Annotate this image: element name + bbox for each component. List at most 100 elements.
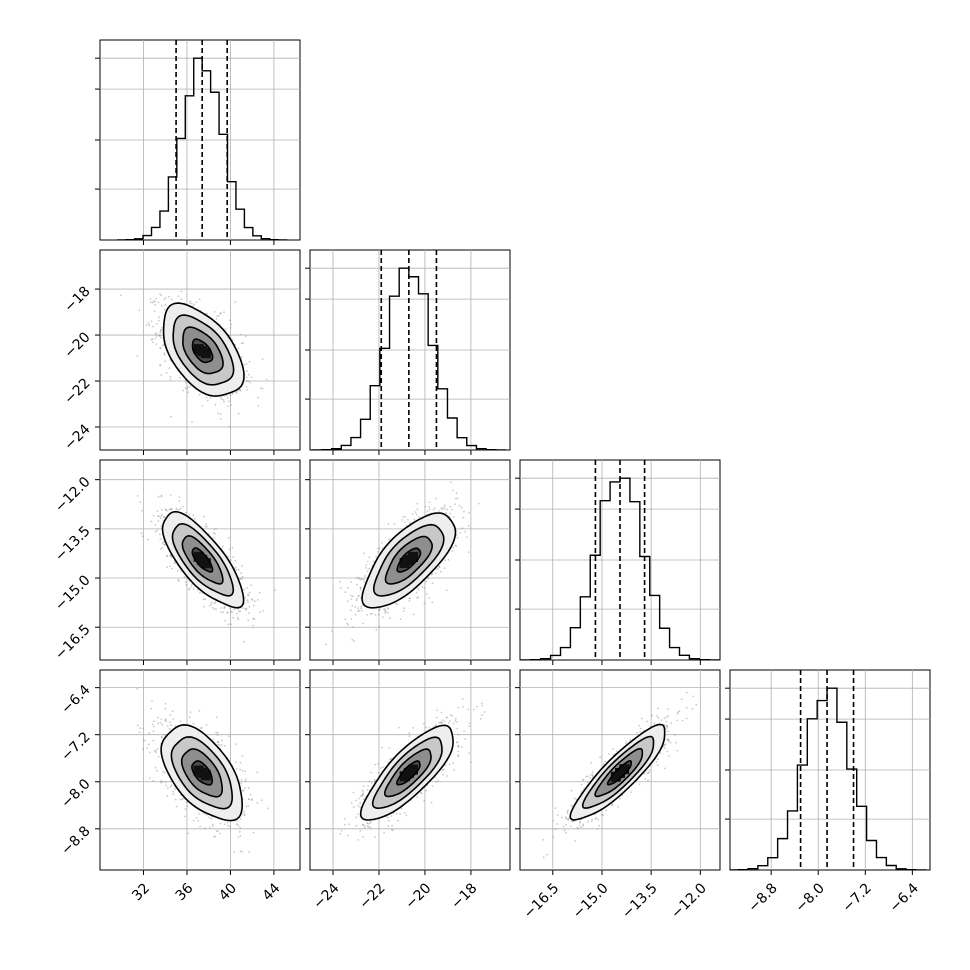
sample-point [235, 767, 238, 770]
sample-point [163, 354, 166, 356]
sample-point [357, 595, 360, 598]
sample-point [166, 795, 169, 798]
sample-point [455, 533, 458, 536]
sample-point [159, 334, 162, 337]
sample-point [157, 520, 160, 522]
sample-point [209, 826, 211, 829]
sample-point [170, 508, 173, 511]
sample-point [162, 344, 164, 347]
panel-3-0: −8.8−8.0−7.2−6.432 36 40 44 [58, 669, 301, 904]
sample-point [232, 616, 235, 619]
sample-point [217, 741, 220, 743]
sample-point [435, 497, 437, 500]
sample-point [220, 312, 222, 315]
sample-point [265, 378, 268, 381]
sample-point [245, 386, 248, 388]
sample-point [171, 298, 173, 301]
sample-point [196, 589, 199, 591]
sample-point [169, 785, 172, 788]
contour-line [181, 534, 224, 585]
sample-point [234, 301, 237, 303]
sample-point [215, 716, 218, 719]
sample-point [187, 391, 190, 394]
sample-point [250, 799, 253, 801]
sample-point [174, 798, 177, 801]
sample-point [241, 578, 244, 580]
sample-point [216, 731, 219, 734]
sample-point [245, 363, 248, 365]
sample-point [165, 720, 168, 722]
sample-point [199, 825, 202, 828]
sample-point [176, 508, 179, 511]
sample-point [151, 338, 154, 340]
sample-point [435, 572, 437, 575]
sample-point [166, 554, 168, 557]
sample-point [384, 608, 386, 611]
sample-point [216, 734, 219, 736]
sample-point [224, 744, 226, 747]
sample-point [238, 577, 241, 580]
sample-point [158, 316, 161, 319]
sample-point [148, 324, 151, 327]
sample-point [161, 304, 163, 307]
sample-point [235, 392, 238, 394]
sample-point [387, 608, 390, 610]
sample-point [163, 352, 166, 355]
sample-point [205, 525, 208, 528]
sample-point [464, 530, 467, 533]
sample-point [139, 727, 142, 730]
sample-point [423, 586, 426, 589]
sample-point [155, 297, 158, 300]
sample-point [179, 798, 182, 801]
sample-point [160, 294, 162, 297]
sample-point [197, 819, 200, 822]
sample-point [253, 618, 256, 621]
sample-point [154, 524, 157, 526]
sample-point [157, 495, 160, 498]
histogram-step [311, 267, 507, 450]
sample-point [244, 607, 247, 610]
sample-point [163, 734, 166, 736]
sample-point [352, 626, 354, 628]
sample-point [357, 610, 359, 613]
sample-point [460, 506, 463, 509]
sample-point [221, 545, 224, 548]
sample-point [166, 725, 169, 727]
sample-point [428, 501, 431, 504]
sample-point [193, 303, 196, 306]
sample-point [244, 787, 246, 789]
sample-point [170, 724, 173, 727]
sample-point [175, 507, 178, 510]
sample-point [428, 597, 430, 599]
sample-point [459, 531, 462, 534]
sample-point [226, 611, 229, 614]
sample-point [248, 612, 250, 614]
sample-point [160, 781, 163, 784]
sample-point [163, 771, 166, 774]
sample-point [164, 719, 166, 722]
sample-point [357, 576, 360, 579]
sample-point [250, 584, 253, 586]
sample-point [160, 374, 163, 376]
sample-point [454, 497, 457, 500]
contour-line [161, 510, 245, 609]
sample-point [346, 600, 349, 602]
sample-point [366, 560, 369, 563]
sample-point [428, 508, 431, 511]
sample-point [178, 508, 181, 511]
sample-point [190, 302, 193, 305]
sample-point [379, 608, 382, 611]
sample-point [170, 556, 173, 559]
sample-point [149, 298, 152, 300]
sample-point [136, 355, 139, 358]
sample-point [415, 513, 418, 516]
sample-point [361, 578, 364, 581]
sample-point [247, 619, 250, 622]
sample-point [169, 714, 172, 716]
sample-point [183, 815, 186, 818]
sample-point [227, 555, 230, 558]
sample-point [216, 741, 219, 743]
sample-point [218, 743, 221, 746]
sample-point [363, 552, 365, 555]
sample-point [353, 640, 355, 642]
